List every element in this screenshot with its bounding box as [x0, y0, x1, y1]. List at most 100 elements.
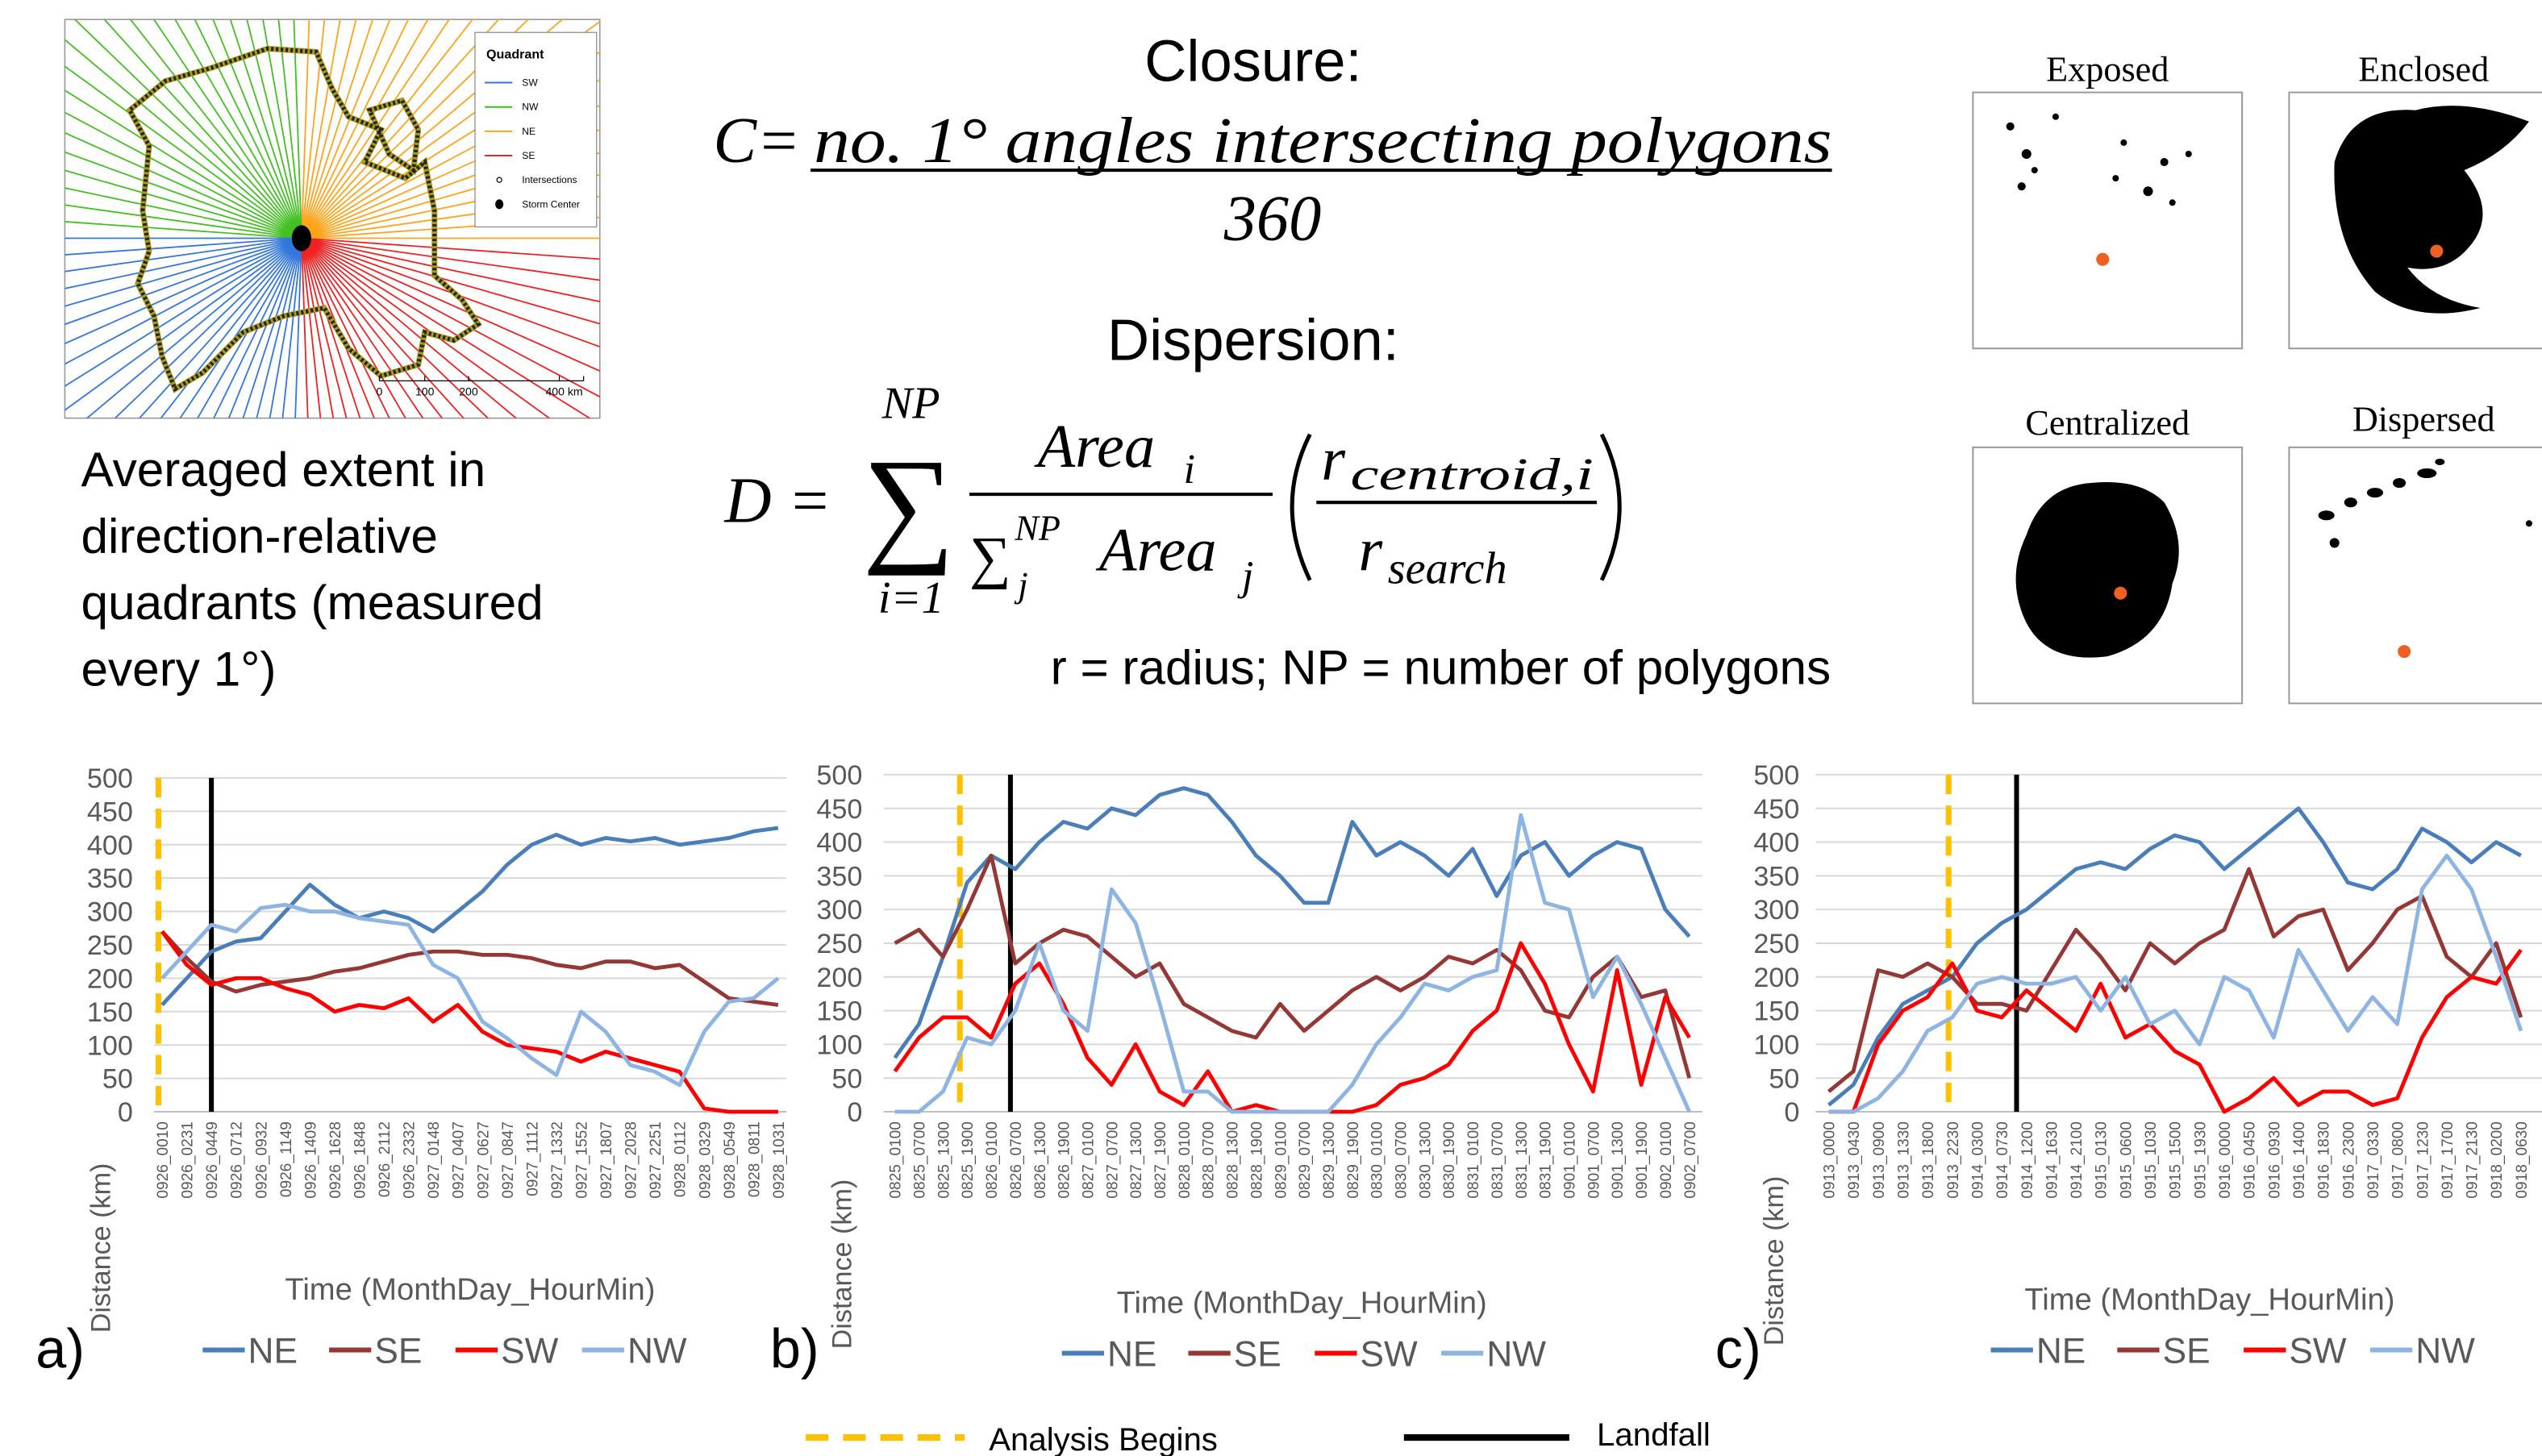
legend-label: SE	[1234, 1335, 1281, 1375]
x-tick-label: 0927_0627	[475, 1121, 492, 1198]
y-tick-label: 400	[816, 828, 862, 859]
y-tick-label: 500	[816, 760, 862, 791]
x-tick-label: 0827_1900	[1152, 1121, 1169, 1199]
x-tick-label: 0917_0800	[2390, 1121, 2407, 1198]
x-tick-label: 0902_0100	[1658, 1121, 1675, 1198]
y-tick-label: 50	[102, 1064, 133, 1095]
x-tick-label: 0831_1900	[1538, 1121, 1555, 1199]
y-tick-label: 450	[1753, 794, 1799, 825]
closure-denominator: 360	[1223, 183, 1322, 255]
x-tick-label: 0926_1149	[278, 1121, 295, 1197]
legend-label: NW	[1486, 1335, 1546, 1375]
x-tick-label: 0926_1409	[302, 1121, 319, 1199]
storm-dot	[2430, 245, 2443, 258]
x-tick-label: 0926_0932	[253, 1121, 270, 1199]
y-tick-label: 0	[1784, 1097, 1799, 1128]
panel-label: c)	[1715, 1319, 1761, 1380]
legend-label: SE	[2163, 1332, 2211, 1371]
storm-dot	[2398, 645, 2411, 658]
x-tick-label: 0917_1230	[2415, 1121, 2432, 1198]
y-tick-label: 100	[1753, 1030, 1799, 1060]
x-tick-label: 0926_2112	[377, 1121, 394, 1197]
x-tick-label: 0928_0329	[697, 1121, 714, 1198]
y-axis-title: Distance (km)	[86, 1163, 117, 1333]
area-numerator: Area	[1034, 412, 1156, 480]
x-axis-title: Time (MonthDay_HourMin)	[1117, 1285, 1487, 1320]
r-sub: search	[1388, 544, 1507, 594]
y-tick-label: 200	[1753, 963, 1799, 993]
x-tick-label: 0916_0000	[2217, 1121, 2234, 1198]
series-line	[1829, 869, 2521, 1092]
sum-symbol: ∑	[969, 526, 1011, 590]
y-tick-label: 400	[1753, 828, 1799, 859]
x-tick-label: 0913_0430	[1846, 1121, 1863, 1198]
x-tick-label: 0831_0700	[1490, 1121, 1506, 1199]
x-tick-label: 0827_1300	[1128, 1121, 1145, 1199]
series-line	[162, 931, 778, 1112]
r-numerator: r	[1321, 425, 1345, 493]
example-images	[1973, 93, 2542, 704]
legend-label: SW	[501, 1332, 558, 1371]
map-legend-title: Quadrant	[486, 47, 544, 61]
x-tick-label: 0916_1400	[2291, 1121, 2308, 1198]
y-tick-label: 50	[1769, 1063, 1799, 1094]
page: Quadrant Intersections Storm Center 0 10…	[0, 0, 2542, 1456]
caption-line: Averaged extent in	[81, 442, 486, 497]
den-sup: NP	[1014, 508, 1061, 547]
caption: Averaged extent in direction-relative qu…	[81, 442, 544, 696]
x-tick-label: 0927_2028	[623, 1121, 640, 1198]
y-tick-label: 50	[831, 1063, 862, 1094]
x-tick-label: 0916_0930	[2266, 1121, 2283, 1198]
storm-center	[292, 225, 311, 251]
map-legend-label: SW	[522, 77, 538, 89]
example-title: Centralized	[2025, 403, 2190, 443]
y-axis-title: Distance (km)	[1759, 1176, 1790, 1346]
x-tick-label: 0915_1500	[2168, 1121, 2185, 1198]
note: r = radius; NP = number of polygons	[1051, 639, 1831, 694]
x-tick-label: 0828_0700	[1201, 1121, 1218, 1199]
x-tick-label: 0826_0100	[984, 1121, 1001, 1199]
closure-heading: Closure:	[1144, 29, 1361, 94]
x-tick-label: 0830_1300	[1417, 1121, 1434, 1199]
storm-center-symbol	[495, 199, 503, 209]
x-tick-label: 0927_1112	[524, 1121, 541, 1196]
x-tick-label: 0901_1300	[1610, 1121, 1627, 1199]
x-tick-label: 0916_1830	[2316, 1121, 2333, 1198]
x-tick-label: 0831_0100	[1465, 1121, 1482, 1199]
x-tick-label: 0916_2300	[2340, 1121, 2357, 1198]
x-tick-label: 0915_0130	[2094, 1121, 2111, 1198]
r-sub: centroid,i	[1351, 450, 1594, 500]
series-line	[1829, 809, 2521, 1105]
scale-label: 400 km	[545, 385, 582, 398]
x-tick-label: 0825_0100	[888, 1121, 905, 1198]
example-title: Exposed	[2046, 50, 2169, 89]
x-tick-label: 0926_0712	[229, 1121, 246, 1199]
y-tick-label: 350	[816, 861, 862, 892]
y-tick-label: 450	[87, 797, 133, 827]
y-tick-label: 100	[816, 1030, 862, 1060]
caption-line: every 1°)	[81, 641, 277, 696]
y-tick-label: 150	[87, 997, 133, 1028]
legend-label: NE	[2036, 1332, 2086, 1371]
paren	[1292, 435, 1310, 580]
example-title: Enclosed	[2358, 50, 2489, 89]
dispersion-lhs: D =	[724, 464, 831, 536]
map-legend-label: NE	[522, 126, 535, 137]
area-sub: j	[1237, 553, 1254, 600]
y-tick-label: 250	[816, 929, 862, 959]
area-sub: i	[1183, 446, 1195, 493]
legend-label: SE	[374, 1332, 422, 1371]
y-tick-label: 200	[816, 963, 862, 993]
x-tick-label: 0913_0900	[1871, 1121, 1888, 1198]
y-tick-label: 0	[118, 1097, 133, 1128]
x-tick-label: 0829_1900	[1345, 1121, 1362, 1199]
scale-label: 0	[376, 385, 382, 398]
x-tick-label: 0927_0407	[451, 1121, 468, 1198]
y-tick-label: 300	[1753, 895, 1799, 926]
x-tick-label: 0829_0700	[1297, 1121, 1314, 1199]
sum-symbol: ∑	[862, 432, 955, 576]
x-tick-label: 0918_0200	[2489, 1121, 2506, 1198]
y-tick-label: 250	[1753, 929, 1799, 959]
x-tick-label: 0914_2100	[2069, 1121, 2086, 1198]
legend-label: NW	[627, 1332, 687, 1371]
